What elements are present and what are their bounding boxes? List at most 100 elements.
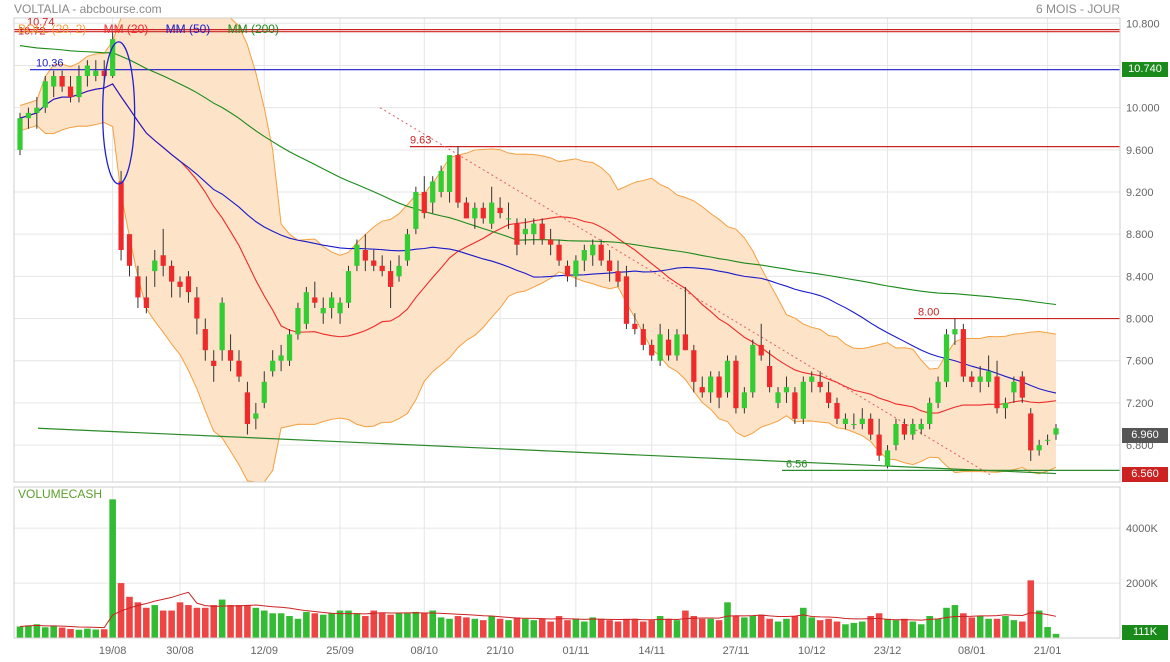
candle-body [531,223,537,235]
volume-bar [496,618,504,638]
volume-bar [370,610,378,638]
candle-body [329,297,335,308]
volume-bar [1002,616,1009,638]
volume-bar [328,613,335,638]
candle-body [682,334,689,351]
volume-label: VOLUMECASH [18,487,103,501]
volume-bar [446,618,453,638]
candlesticks [17,31,1059,469]
candle-body [825,392,832,403]
volume-bar [1035,610,1043,638]
volume-bar [429,610,437,638]
legend-mm20: MM (20) [103,22,149,36]
volume-bar [1044,627,1051,638]
candle-body [463,202,470,219]
level-annotation: 9.63 [410,135,431,147]
volume-bar [210,605,218,638]
candle-body [884,450,891,467]
volume-bars [16,499,1060,638]
period-label: 6 MOIS - JOUR [1035,2,1120,16]
candle-body [767,366,773,388]
volume-bar [665,618,672,638]
candle-body [615,271,621,282]
volume-bar [749,616,757,638]
candle-body [143,297,149,308]
volume-bar [151,605,159,638]
candle-body [312,297,318,303]
candle-body [935,381,941,403]
volume-bar [395,613,403,638]
volume-bar [673,620,681,638]
volume-bar [909,621,917,638]
candle-body [733,360,739,409]
volume-bar [488,616,495,638]
candle-body [851,424,857,425]
volume-bar [294,618,302,638]
price-tag-volume: 111K [1122,625,1168,640]
candle-body [25,112,32,119]
candle-body [497,207,503,214]
candle-body [219,302,225,351]
x-tick-label: 27/11 [723,645,750,657]
volume-bar [682,610,689,638]
volume-bar [50,625,57,638]
legend: BOLL (20, 2) MM (20) MM (50) MM (200) [18,22,293,36]
x-tick-label: 08/01 [958,645,986,657]
volume-bar [976,616,984,638]
volume-bar [412,611,420,638]
candle-body [236,360,242,377]
candle-body [160,255,166,266]
candle-body [379,265,385,272]
chart-title: VOLTALIA - abcbourse.com [14,2,162,16]
candle-body [505,218,512,220]
candle-body [800,381,806,419]
price-tick-label: 7.600 [1126,356,1154,368]
mm50-line [19,83,1057,394]
volume-bar [639,621,647,638]
x-tick-label: 23/12 [874,645,902,657]
volume-bar [1010,620,1018,638]
candle-body [371,260,377,266]
candle-body [244,392,251,424]
candle-body [194,297,200,319]
volume-bar [715,620,723,638]
volume-bar [244,605,251,638]
volume-bar [404,613,411,638]
volume-bar [766,618,773,638]
volume-bar [858,621,866,638]
volume-bar [168,610,175,638]
volume-bar [463,617,470,638]
volume-bar [943,607,950,638]
volume-bar [757,614,765,638]
candle-body [1002,402,1009,409]
volume-bar [951,605,959,638]
volume-bar [479,620,487,638]
volume-bar [319,614,327,638]
price-panel-frame [13,17,1121,483]
volume-bar [202,607,209,638]
candle-body [674,334,680,356]
x-tick-label: 12/09 [250,645,278,657]
volume-bar [286,616,293,638]
volume-bar [808,617,816,638]
volume-bar [901,618,908,638]
moving-averages [19,45,1057,414]
candle-body [783,387,790,393]
candle-body [986,371,992,382]
volume-bar [698,618,706,638]
volume-bar [564,620,571,638]
bollinger-lower [19,122,1057,483]
volume-bar [92,629,100,638]
candle-body [489,202,495,224]
volume-bar [538,618,546,638]
x-tick-label: 21/10 [486,645,514,657]
volume-bar [597,618,605,638]
candle-body [623,276,630,324]
candle-body [1053,428,1059,435]
volume-bar [336,610,344,638]
x-tick-label: 01/11 [563,645,590,657]
candle-body [455,155,461,203]
candle-body [152,260,158,272]
candle-body [168,265,175,282]
candle-body [657,334,663,361]
